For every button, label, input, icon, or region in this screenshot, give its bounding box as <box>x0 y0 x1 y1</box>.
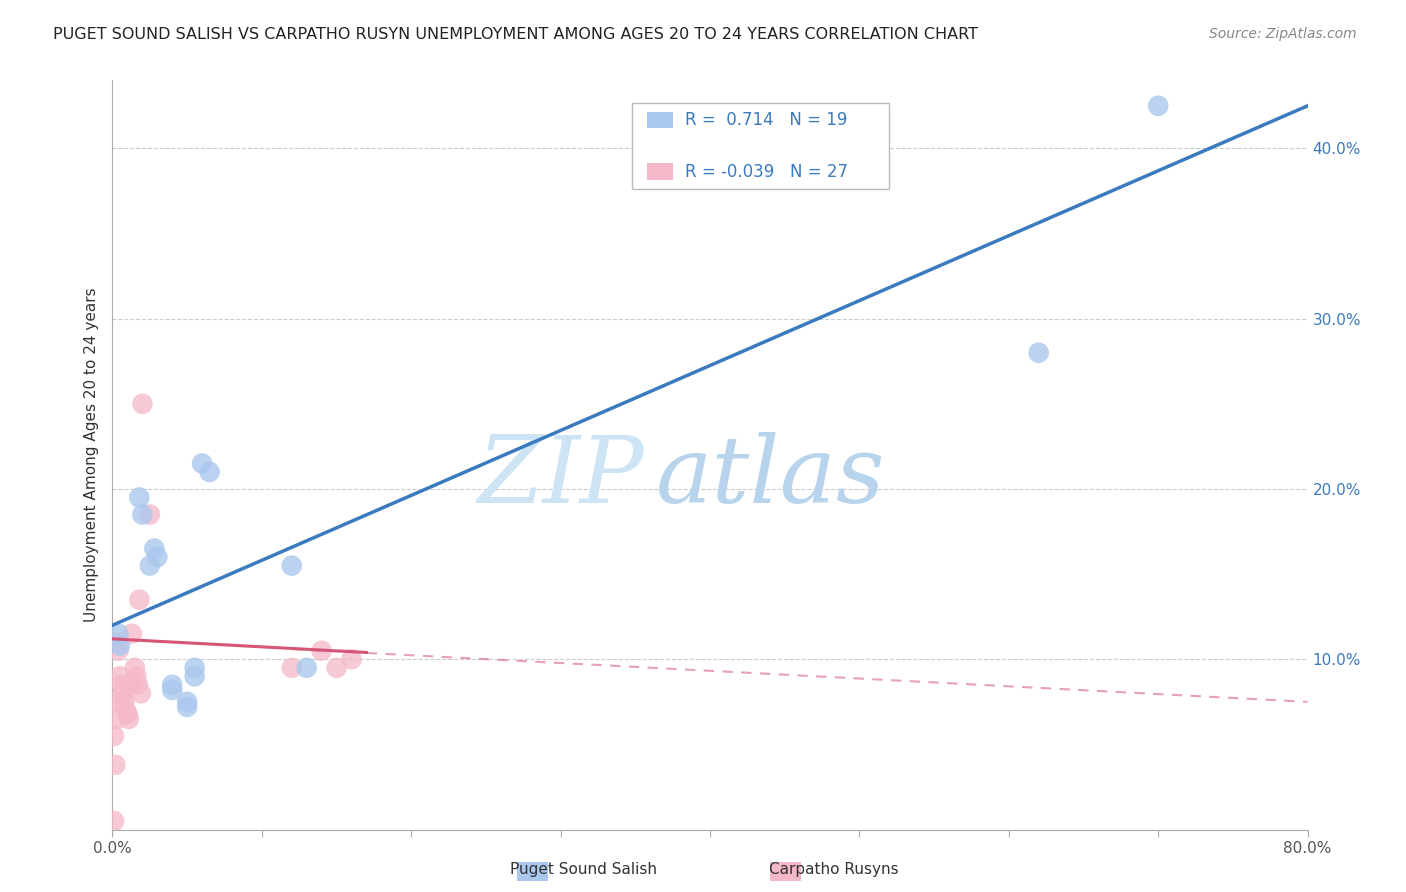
Point <box>176 695 198 709</box>
Point <box>146 550 169 565</box>
Point <box>103 814 125 828</box>
Point <box>121 626 143 640</box>
Point <box>162 678 183 692</box>
Y-axis label: Unemployment Among Ages 20 to 24 years: Unemployment Among Ages 20 to 24 years <box>83 287 98 623</box>
Point <box>281 661 304 675</box>
Point <box>107 644 129 658</box>
Point <box>139 508 162 522</box>
Point <box>295 661 318 675</box>
Point <box>183 669 205 683</box>
Point <box>129 686 152 700</box>
Point <box>281 558 304 573</box>
Point <box>131 508 153 522</box>
Point <box>105 712 128 726</box>
Point <box>1028 345 1050 359</box>
Text: Source: ZipAtlas.com: Source: ZipAtlas.com <box>1209 27 1357 41</box>
Point <box>183 661 205 675</box>
Point <box>103 729 125 743</box>
Point <box>340 652 363 666</box>
Point <box>128 491 150 505</box>
Point <box>115 703 138 717</box>
Point <box>1147 99 1170 113</box>
Point <box>125 669 148 683</box>
Point <box>198 465 221 479</box>
Text: R =  0.714   N = 19: R = 0.714 N = 19 <box>685 111 848 129</box>
Point <box>108 639 131 653</box>
Point <box>107 635 129 649</box>
FancyBboxPatch shape <box>633 103 890 189</box>
Point <box>104 695 127 709</box>
Text: PUGET SOUND SALISH VS CARPATHO RUSYN UNEMPLOYMENT AMONG AGES 20 TO 24 YEARS CORR: PUGET SOUND SALISH VS CARPATHO RUSYN UNE… <box>53 27 979 42</box>
Text: Puget Sound Salish: Puget Sound Salish <box>510 863 657 877</box>
Text: atlas: atlas <box>657 433 886 523</box>
Point <box>114 695 135 709</box>
Point <box>111 686 134 700</box>
Point <box>191 457 214 471</box>
Point <box>128 592 150 607</box>
Point <box>110 678 132 692</box>
Point <box>143 541 166 556</box>
Text: Carpatho Rusyns: Carpatho Rusyns <box>769 863 898 877</box>
Point <box>139 558 162 573</box>
Point <box>162 682 183 697</box>
Point <box>124 661 146 675</box>
FancyBboxPatch shape <box>647 112 673 128</box>
Text: R = -0.039   N = 27: R = -0.039 N = 27 <box>685 162 848 181</box>
Text: ZIP: ZIP <box>478 433 644 523</box>
Point <box>311 644 333 658</box>
Point <box>108 669 131 683</box>
Point <box>118 712 141 726</box>
Point <box>325 661 347 675</box>
Point <box>117 706 139 721</box>
Point <box>127 678 149 692</box>
Point <box>107 626 129 640</box>
Point <box>104 757 127 772</box>
Point <box>120 678 142 692</box>
Point <box>131 397 153 411</box>
Point <box>176 700 198 714</box>
FancyBboxPatch shape <box>647 163 673 180</box>
